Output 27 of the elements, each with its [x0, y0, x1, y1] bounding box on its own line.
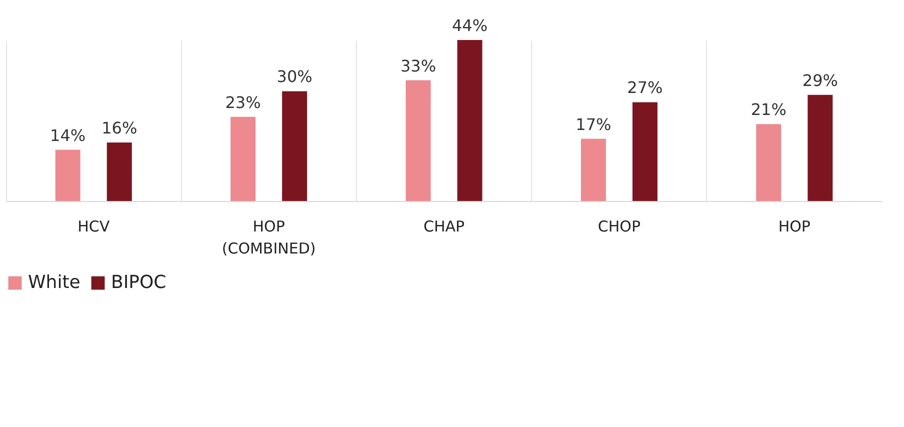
bar [55, 150, 80, 201]
bar [457, 40, 482, 201]
x-tick-label: HOP (COMBINED) [222, 218, 316, 258]
x-tick-label: HOP [778, 218, 810, 236]
data-label: 29% [802, 70, 838, 90]
data-label: 27% [627, 78, 663, 98]
x-tick-label: CHOP [598, 218, 641, 236]
bar [106, 142, 132, 201]
legend-label: BIPOC [111, 272, 166, 293]
bar [406, 80, 431, 201]
data-label: 17% [576, 114, 612, 134]
data-label: 33% [400, 56, 436, 76]
bar [808, 94, 833, 201]
bar [580, 138, 606, 201]
data-label: 16% [102, 118, 138, 138]
data-label: 30% [276, 67, 312, 86]
bar [282, 91, 308, 201]
bar [632, 102, 658, 201]
x-tick-label: HCV [78, 218, 110, 236]
data-label: 14% [50, 126, 86, 145]
legend-label: White [28, 272, 80, 293]
bar [230, 116, 256, 201]
data-label: 21% [750, 100, 786, 120]
data-label: 44% [452, 16, 488, 35]
x-tick-label: CHAP [423, 218, 465, 236]
data-label: 23% [225, 92, 261, 112]
bar [756, 124, 782, 201]
